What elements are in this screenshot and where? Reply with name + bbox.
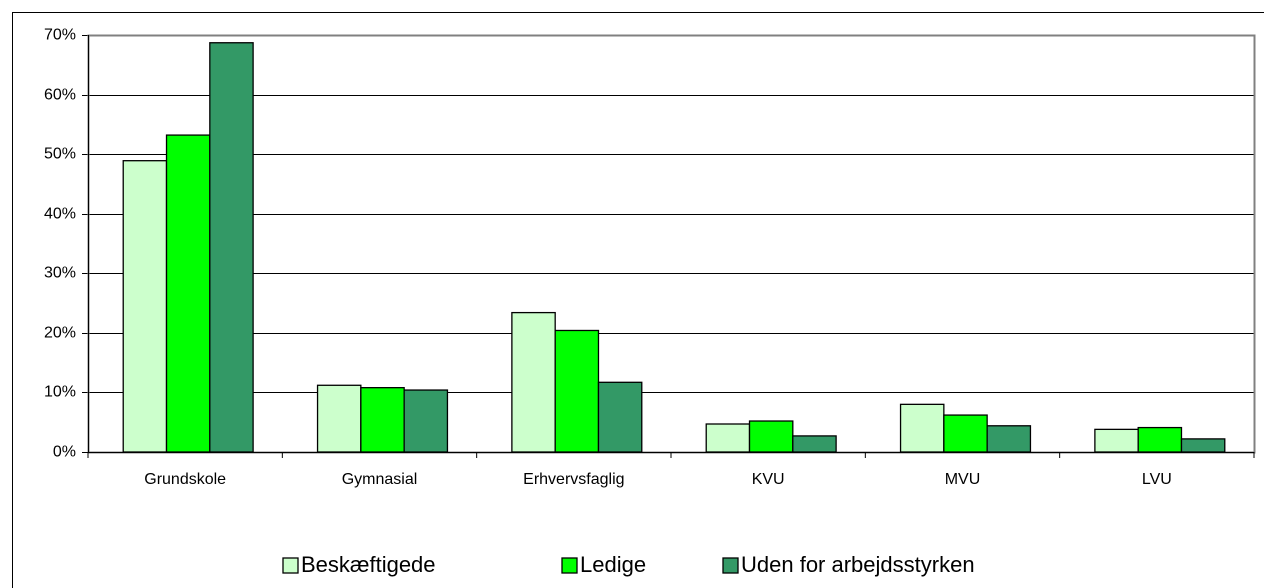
y-tick-label: 30% xyxy=(44,265,76,282)
bar xyxy=(403,389,449,453)
bar xyxy=(511,311,556,453)
bar xyxy=(705,423,751,453)
x-tick-label: MVU xyxy=(945,471,981,488)
legend-swatch xyxy=(722,557,739,574)
y-tick-label: 40% xyxy=(44,206,76,223)
legend-label: Uden for arbejdsstyrken xyxy=(741,552,975,577)
x-tick-label: Gymnasial xyxy=(342,471,418,488)
y-tick-label: 10% xyxy=(44,384,76,401)
bar xyxy=(360,387,405,453)
bar xyxy=(1180,438,1226,453)
bar xyxy=(316,384,362,453)
bar xyxy=(792,435,837,453)
bar xyxy=(597,381,643,453)
y-tick-label: 50% xyxy=(44,146,76,163)
bar xyxy=(165,134,211,453)
x-tick-label: KVU xyxy=(752,471,785,488)
bar xyxy=(748,420,794,453)
x-tick-label: Grundskole xyxy=(144,471,226,488)
legend-label: Ledige xyxy=(580,552,646,577)
x-tick-label: LVU xyxy=(1142,471,1172,488)
bar xyxy=(1094,428,1139,453)
legend-swatch xyxy=(561,557,578,574)
legend-label: Beskæftigede xyxy=(301,552,436,577)
y-tick-label: 70% xyxy=(44,27,76,44)
y-tick-label: 20% xyxy=(44,325,76,342)
x-tick-label: Erhvervsfaglig xyxy=(523,471,624,488)
bar xyxy=(899,403,945,453)
bar xyxy=(943,414,988,453)
bar xyxy=(1137,426,1183,453)
legend-swatch xyxy=(282,557,299,574)
bar xyxy=(986,425,1032,453)
bar xyxy=(122,160,168,453)
y-tick-label: 60% xyxy=(44,87,76,104)
bar xyxy=(209,42,254,453)
bar xyxy=(554,329,600,453)
y-tick-label: 0% xyxy=(53,444,76,461)
